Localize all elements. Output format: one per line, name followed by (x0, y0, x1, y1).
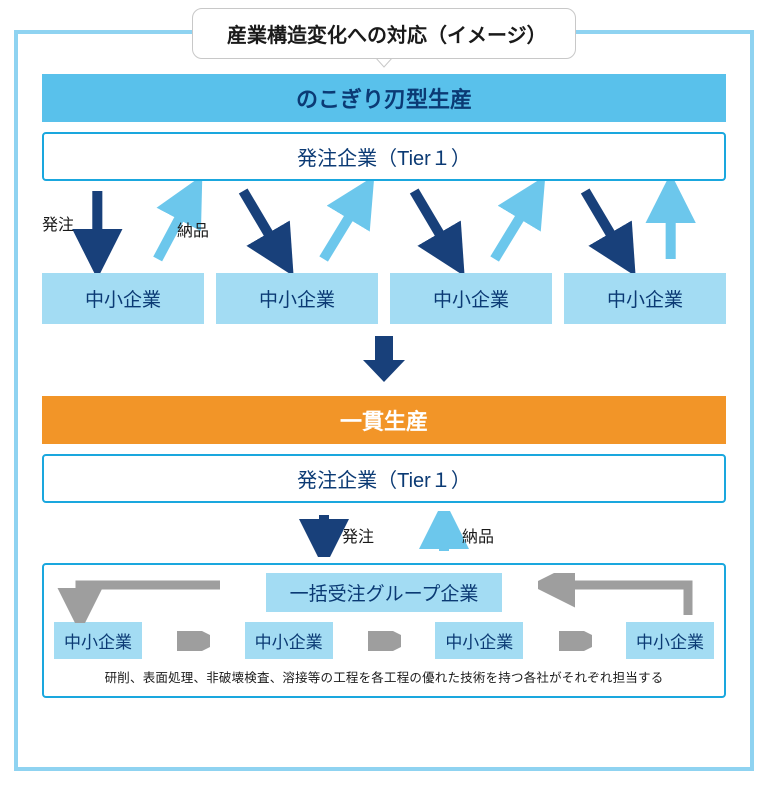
section2-band-text: 一貫生産 (340, 409, 428, 434)
sme-small: 中小企業 (626, 622, 714, 659)
transition-arrow (42, 334, 726, 384)
sme-box: 中小企業 (564, 273, 726, 324)
group-band: 一括受注グループ企業 (266, 573, 503, 612)
sme-text: 中小企業 (259, 290, 335, 311)
title-pill: 産業構造変化への対応（イメージ） (192, 8, 576, 59)
sme-text: 中小企業 (85, 290, 161, 311)
chain-arrow-icon (176, 631, 210, 651)
sme-small: 中小企業 (435, 622, 523, 659)
sme-box: 中小企業 (216, 273, 378, 324)
group-caption: 研削、表面処理、非破壊検査、溶接等の工程を各工程の優れた技術を持つ各社がそれぞれ… (52, 667, 716, 686)
deliver-label2: 納品 (462, 523, 494, 547)
section1-band: のこぎり刃型生産 (42, 74, 726, 122)
sawtooth-svg (42, 181, 726, 273)
deliver-label: 納品 (177, 217, 209, 241)
section1-tier-text: 発注企業（Tier１） (297, 148, 471, 170)
section1-band-text: のこぎり刃型生産 (296, 87, 472, 112)
chain-arrow-icon (367, 631, 401, 651)
section1-sme-row: 中小企業 中小企業 中小企業 中小企業 (42, 273, 726, 324)
sme-text: 中小企業 (445, 633, 513, 652)
sme-box: 中小企業 (390, 273, 552, 324)
feedback-right-arrow-icon (538, 573, 718, 623)
chain-arrow-icon (558, 631, 592, 651)
section2-tier-text: 発注企業（Tier１） (297, 470, 471, 492)
feedback-left-arrow-icon (50, 573, 230, 623)
title-text: 産業構造変化への対応（イメージ） (227, 25, 547, 47)
group-band-text: 一括受注グループ企業 (290, 584, 479, 605)
order-label2: 発注 (342, 523, 374, 547)
sme-text: 中小企業 (64, 633, 132, 652)
group-row: 中小企業 中小企業 中小企業 中小企業 (54, 622, 714, 659)
sme-text: 中小企業 (433, 290, 509, 311)
sme-small: 中小企業 (54, 622, 142, 659)
diagram-frame: のこぎり刃型生産 発注企業（Tier１） (14, 30, 754, 771)
big-down-arrow-icon (361, 334, 407, 384)
section2-tier-box: 発注企業（Tier１） (42, 454, 726, 503)
sme-text: 中小企業 (607, 290, 683, 311)
group-frame: 一括受注グループ企業 中小企業 中小企業 中小企業 中小企業 研削、表面処理、非… (42, 563, 726, 698)
sme-text: 中小企業 (255, 633, 323, 652)
section1-tier-box: 発注企業（Tier１） (42, 132, 726, 181)
section2-arrows: 発注 納品 (42, 511, 726, 557)
sawtooth-arrows: 発注 納品 (42, 181, 726, 273)
sme-box: 中小企業 (42, 273, 204, 324)
section2-band: 一貫生産 (42, 396, 726, 444)
sme-small: 中小企業 (245, 622, 333, 659)
sme-text: 中小企業 (636, 633, 704, 652)
order-label: 発注 (42, 211, 74, 235)
